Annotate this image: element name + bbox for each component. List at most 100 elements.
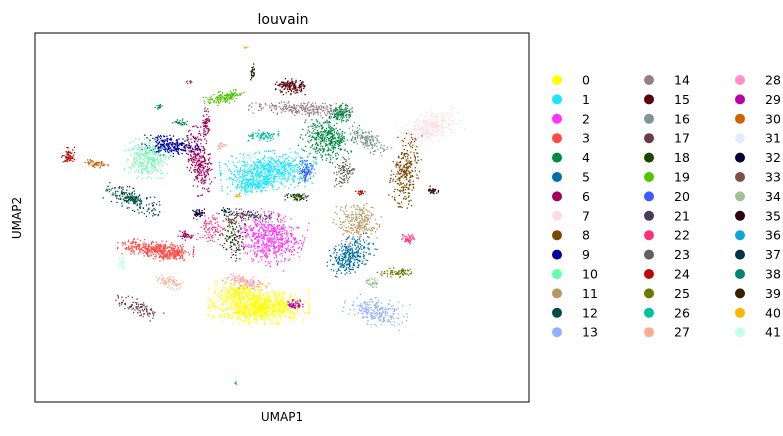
legend-label-24: 24 bbox=[674, 267, 690, 282]
legend-marker-19 bbox=[644, 172, 654, 182]
legend: 0123456789101112131415161718192021222324… bbox=[552, 73, 781, 340]
cluster-points-37 bbox=[221, 207, 231, 216]
chart-title: louvain bbox=[258, 12, 309, 28]
legend-marker-10 bbox=[552, 269, 562, 279]
legend-marker-8 bbox=[552, 230, 562, 241]
legend-label-14: 14 bbox=[674, 73, 690, 88]
legend-label-19: 19 bbox=[674, 170, 690, 185]
cluster-points-23 bbox=[333, 158, 355, 188]
legend-marker-26 bbox=[644, 307, 654, 318]
cluster-points-6 bbox=[177, 230, 194, 241]
legend-label-23: 23 bbox=[674, 247, 690, 262]
legend-label-8: 8 bbox=[582, 228, 590, 243]
legend-marker-23 bbox=[644, 249, 654, 260]
legend-marker-22 bbox=[644, 230, 654, 241]
cluster-points-40 bbox=[243, 46, 249, 49]
cluster-points-12 bbox=[102, 182, 161, 217]
cluster-points-3 bbox=[116, 238, 195, 259]
legend-marker-7 bbox=[552, 210, 562, 221]
cluster-points-2 bbox=[229, 208, 310, 272]
legend-marker-14 bbox=[644, 75, 654, 85]
legend-label-17: 17 bbox=[674, 131, 690, 146]
legend-label-2: 2 bbox=[582, 111, 590, 126]
legend-label-28: 28 bbox=[765, 73, 781, 88]
cluster-points-15 bbox=[274, 78, 306, 96]
legend-label-33: 33 bbox=[765, 170, 781, 185]
cluster-points-6 bbox=[183, 125, 216, 197]
legend-label-1: 1 bbox=[582, 92, 590, 107]
cluster-points-35 bbox=[427, 185, 440, 195]
legend-label-40: 40 bbox=[765, 305, 781, 320]
cluster-points-8 bbox=[388, 132, 423, 209]
legend-label-20: 20 bbox=[674, 189, 690, 204]
legend-label-32: 32 bbox=[765, 150, 781, 165]
legend-label-12: 12 bbox=[582, 305, 598, 320]
legend-label-26: 26 bbox=[674, 305, 690, 320]
legend-label-35: 35 bbox=[765, 208, 781, 223]
legend-marker-31 bbox=[735, 133, 745, 144]
legend-marker-11 bbox=[552, 288, 562, 299]
legend-marker-6 bbox=[552, 191, 562, 202]
cluster-points-4 bbox=[172, 118, 188, 126]
cluster-points-3 bbox=[147, 249, 194, 262]
cluster-points-41 bbox=[117, 256, 126, 270]
legend-marker-3 bbox=[552, 133, 562, 144]
cluster-points-11 bbox=[332, 202, 382, 243]
cluster-points-18 bbox=[284, 193, 309, 202]
cluster-points-20 bbox=[297, 156, 316, 184]
legend-marker-27 bbox=[644, 327, 654, 338]
cluster-points-5 bbox=[326, 232, 378, 278]
cluster-points-22 bbox=[401, 233, 415, 245]
legend-marker-34 bbox=[735, 191, 745, 202]
cluster-points-38 bbox=[154, 104, 163, 110]
cluster-points-17 bbox=[115, 294, 165, 322]
cluster-points-9 bbox=[141, 134, 201, 157]
legend-marker-40 bbox=[735, 307, 745, 318]
cluster-points-28 bbox=[221, 273, 270, 291]
cluster-points-10 bbox=[124, 138, 172, 179]
cluster-points-24 bbox=[355, 190, 366, 196]
legend-marker-28 bbox=[735, 75, 745, 85]
legend-label-30: 30 bbox=[765, 111, 781, 126]
legend-label-41: 41 bbox=[765, 325, 781, 340]
cluster-points-18 bbox=[219, 214, 246, 262]
legend-marker-5 bbox=[552, 172, 562, 182]
cluster-points-1 bbox=[218, 146, 318, 194]
legend-marker-15 bbox=[644, 94, 654, 105]
legend-label-7: 7 bbox=[582, 208, 590, 223]
legend-label-21: 21 bbox=[674, 208, 690, 223]
legend-label-22: 22 bbox=[674, 228, 690, 243]
cluster-points-24 bbox=[61, 146, 76, 163]
legend-label-38: 38 bbox=[765, 267, 781, 282]
legend-label-5: 5 bbox=[582, 170, 590, 185]
legend-marker-21 bbox=[644, 210, 654, 221]
cluster-points-30 bbox=[84, 159, 109, 169]
cluster-points-7 bbox=[395, 106, 466, 151]
cluster-points-27 bbox=[155, 274, 184, 290]
plot-frame bbox=[34, 32, 530, 403]
cluster-points-19 bbox=[202, 89, 245, 108]
legend-label-3: 3 bbox=[582, 131, 590, 146]
cluster-points-21 bbox=[218, 208, 280, 222]
legend-marker-29 bbox=[735, 94, 745, 105]
cluster-points-22 bbox=[196, 211, 226, 246]
cluster-points-4 bbox=[297, 109, 360, 167]
legend-marker-39 bbox=[735, 288, 745, 299]
legend-label-25: 25 bbox=[674, 286, 690, 301]
legend-marker-9 bbox=[552, 249, 562, 260]
legend-marker-25 bbox=[644, 288, 654, 299]
legend-marker-32 bbox=[735, 152, 745, 163]
legend-label-10: 10 bbox=[582, 267, 598, 282]
legend-marker-38 bbox=[735, 269, 745, 279]
legend-label-39: 39 bbox=[765, 286, 781, 301]
y-axis-label: UMAP2 bbox=[10, 197, 24, 239]
legend-marker-36 bbox=[735, 230, 745, 241]
cluster-points-36 bbox=[234, 381, 238, 385]
cluster-points-29 bbox=[287, 299, 304, 309]
cluster-points-13 bbox=[342, 293, 411, 332]
legend-label-11: 11 bbox=[582, 286, 598, 301]
legend-label-27: 27 bbox=[674, 325, 690, 340]
legend-label-0: 0 bbox=[582, 73, 590, 88]
legend-label-29: 29 bbox=[765, 92, 781, 107]
